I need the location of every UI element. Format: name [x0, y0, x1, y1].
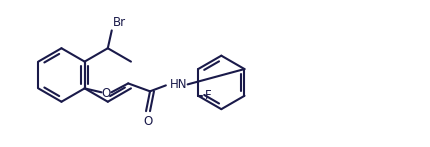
- Text: HN: HN: [169, 78, 187, 91]
- Text: Br: Br: [113, 16, 126, 29]
- Text: O: O: [101, 87, 111, 100]
- Text: O: O: [143, 115, 152, 128]
- Text: F: F: [205, 89, 211, 102]
